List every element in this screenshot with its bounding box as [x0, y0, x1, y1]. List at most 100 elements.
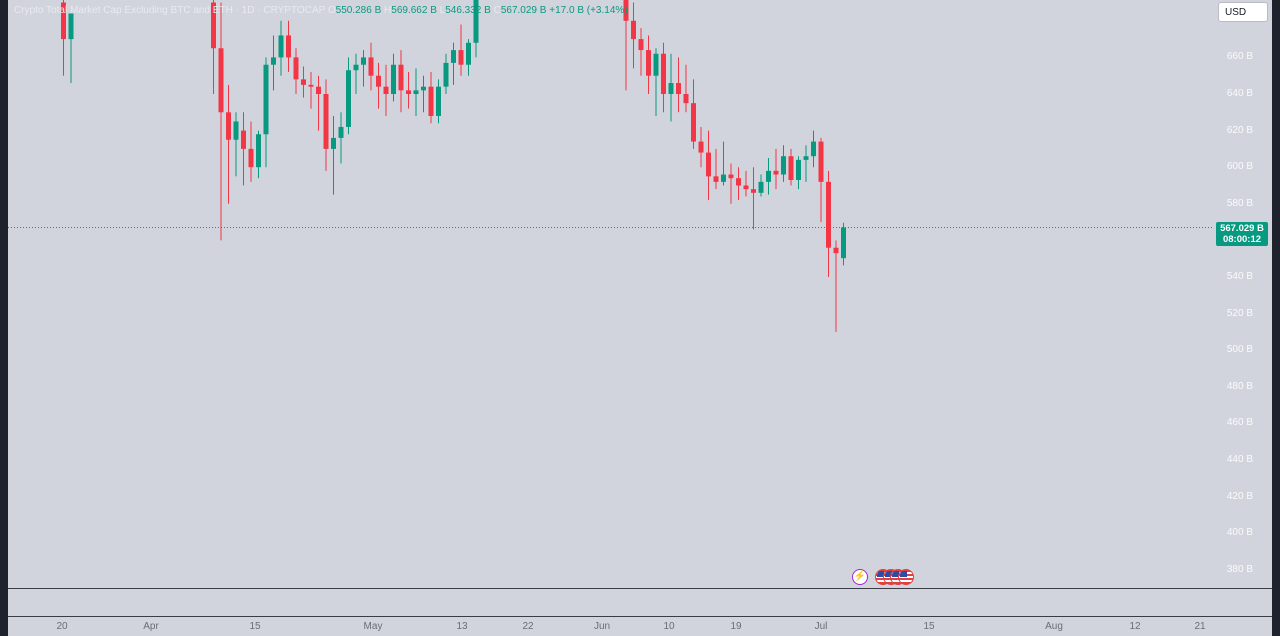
- legend-exchange: CRYPTOCAP: [263, 5, 326, 16]
- candle[interactable]: [826, 170, 831, 277]
- candle[interactable]: [346, 57, 351, 135]
- candle[interactable]: [436, 79, 441, 124]
- candle-body: [713, 176, 719, 182]
- candle[interactable]: [803, 145, 809, 182]
- candle[interactable]: [413, 68, 419, 116]
- candle-body: [698, 141, 704, 153]
- legend-open: 550.286 B: [335, 5, 382, 16]
- candle[interactable]: [781, 145, 786, 182]
- currency-button[interactable]: USD: [1218, 2, 1268, 22]
- candle[interactable]: [811, 130, 816, 168]
- candle-body: [301, 79, 306, 85]
- candle[interactable]: [751, 167, 756, 230]
- candle[interactable]: [68, 13, 74, 84]
- candle[interactable]: [466, 39, 471, 76]
- chart-frame[interactable]: Crypto Total Market Cap Excluding BTC an…: [8, 0, 1272, 636]
- candle[interactable]: [653, 48, 659, 116]
- time-tick-label: 15: [923, 621, 935, 632]
- candle[interactable]: [473, 0, 479, 58]
- candle[interactable]: [721, 141, 726, 186]
- candle[interactable]: [713, 148, 719, 190]
- candle[interactable]: [248, 121, 254, 182]
- candle[interactable]: [736, 167, 741, 201]
- candle[interactable]: [263, 57, 269, 168]
- candle-body: [338, 126, 344, 138]
- candle[interactable]: [233, 112, 239, 177]
- candle-body: [368, 57, 374, 76]
- price-axis[interactable]: 660 B 640 B 620 B 600 B 580 B 540 B 520 B 500 B…: [1213, 0, 1272, 616]
- candle[interactable]: [443, 53, 449, 94]
- legend-change: +17.0 B (+3.14%): [549, 5, 628, 16]
- candle[interactable]: [773, 148, 779, 190]
- candle[interactable]: [241, 112, 246, 186]
- candle[interactable]: [428, 72, 434, 124]
- candle[interactable]: [661, 42, 666, 113]
- candle[interactable]: [376, 62, 381, 109]
- price-tick-label: 380 B: [1226, 563, 1253, 575]
- candle[interactable]: [683, 64, 689, 113]
- candle-body: [436, 86, 441, 116]
- candle[interactable]: [353, 53, 359, 94]
- price-tick-label: 440 B: [1226, 454, 1253, 465]
- candle[interactable]: [691, 79, 696, 149]
- legend-high: 569.662 B: [391, 5, 437, 16]
- candle-body: [413, 90, 419, 94]
- candle[interactable]: [361, 50, 366, 87]
- candle[interactable]: [623, 0, 629, 91]
- candle[interactable]: [218, 2, 224, 241]
- candle[interactable]: [766, 158, 771, 195]
- candle-body: [646, 50, 651, 76]
- candle[interactable]: [638, 28, 644, 76]
- legend-open-label: O: [327, 5, 336, 16]
- candle[interactable]: [391, 53, 396, 102]
- candle-body: [286, 35, 291, 58]
- candle[interactable]: [308, 72, 314, 109]
- candle[interactable]: [668, 53, 674, 122]
- candle-body: [451, 50, 456, 63]
- candle[interactable]: [818, 137, 824, 223]
- candle[interactable]: [338, 112, 344, 164]
- candle[interactable]: [271, 35, 276, 91]
- legend-symbol[interactable]: Crypto Total Market Cap Excluding BTC an…: [14, 5, 233, 16]
- candle[interactable]: [293, 48, 299, 94]
- candlestick-plot[interactable]: [8, 0, 1213, 588]
- candle[interactable]: [676, 57, 681, 113]
- candle[interactable]: [211, 0, 216, 94]
- time-tick-label: Jun: [593, 621, 611, 632]
- lightning-icon[interactable]: ⚡: [852, 569, 868, 585]
- candle[interactable]: [841, 222, 846, 266]
- candle[interactable]: [451, 42, 456, 85]
- candle-body: [293, 57, 299, 80]
- candle[interactable]: [301, 66, 306, 98]
- us-flag-icon[interactable]: [898, 569, 914, 585]
- candle[interactable]: [323, 79, 329, 171]
- candle[interactable]: [833, 240, 839, 332]
- candle[interactable]: [743, 170, 749, 197]
- candle[interactable]: [631, 2, 636, 69]
- candle[interactable]: [286, 20, 291, 73]
- candle[interactable]: [421, 75, 426, 113]
- candle[interactable]: [398, 50, 404, 113]
- candle[interactable]: [316, 75, 321, 131]
- candle-body: [398, 64, 404, 91]
- candle[interactable]: [788, 148, 794, 186]
- candle[interactable]: [796, 156, 801, 190]
- last-price-value: 567.029 B: [1220, 223, 1264, 234]
- candle[interactable]: [226, 84, 231, 204]
- candle[interactable]: [331, 115, 336, 195]
- time-axis[interactable]: 20 Apr 15 May 13 22 Jun 10 19 Jul 15 Aug 12 21: [8, 617, 1213, 636]
- candle[interactable]: [368, 42, 374, 91]
- candle[interactable]: [61, 0, 66, 76]
- candle[interactable]: [698, 126, 704, 168]
- time-tick-label: 20: [56, 621, 68, 632]
- candle[interactable]: [706, 130, 711, 201]
- candle[interactable]: [458, 24, 464, 76]
- candle-body: [623, 0, 629, 21]
- candle[interactable]: [758, 174, 764, 197]
- candle[interactable]: [728, 163, 734, 204]
- candle[interactable]: [278, 20, 284, 76]
- candle[interactable]: [646, 35, 651, 94]
- candle[interactable]: [256, 130, 261, 179]
- candle[interactable]: [383, 64, 389, 116]
- candle[interactable]: [406, 72, 411, 109]
